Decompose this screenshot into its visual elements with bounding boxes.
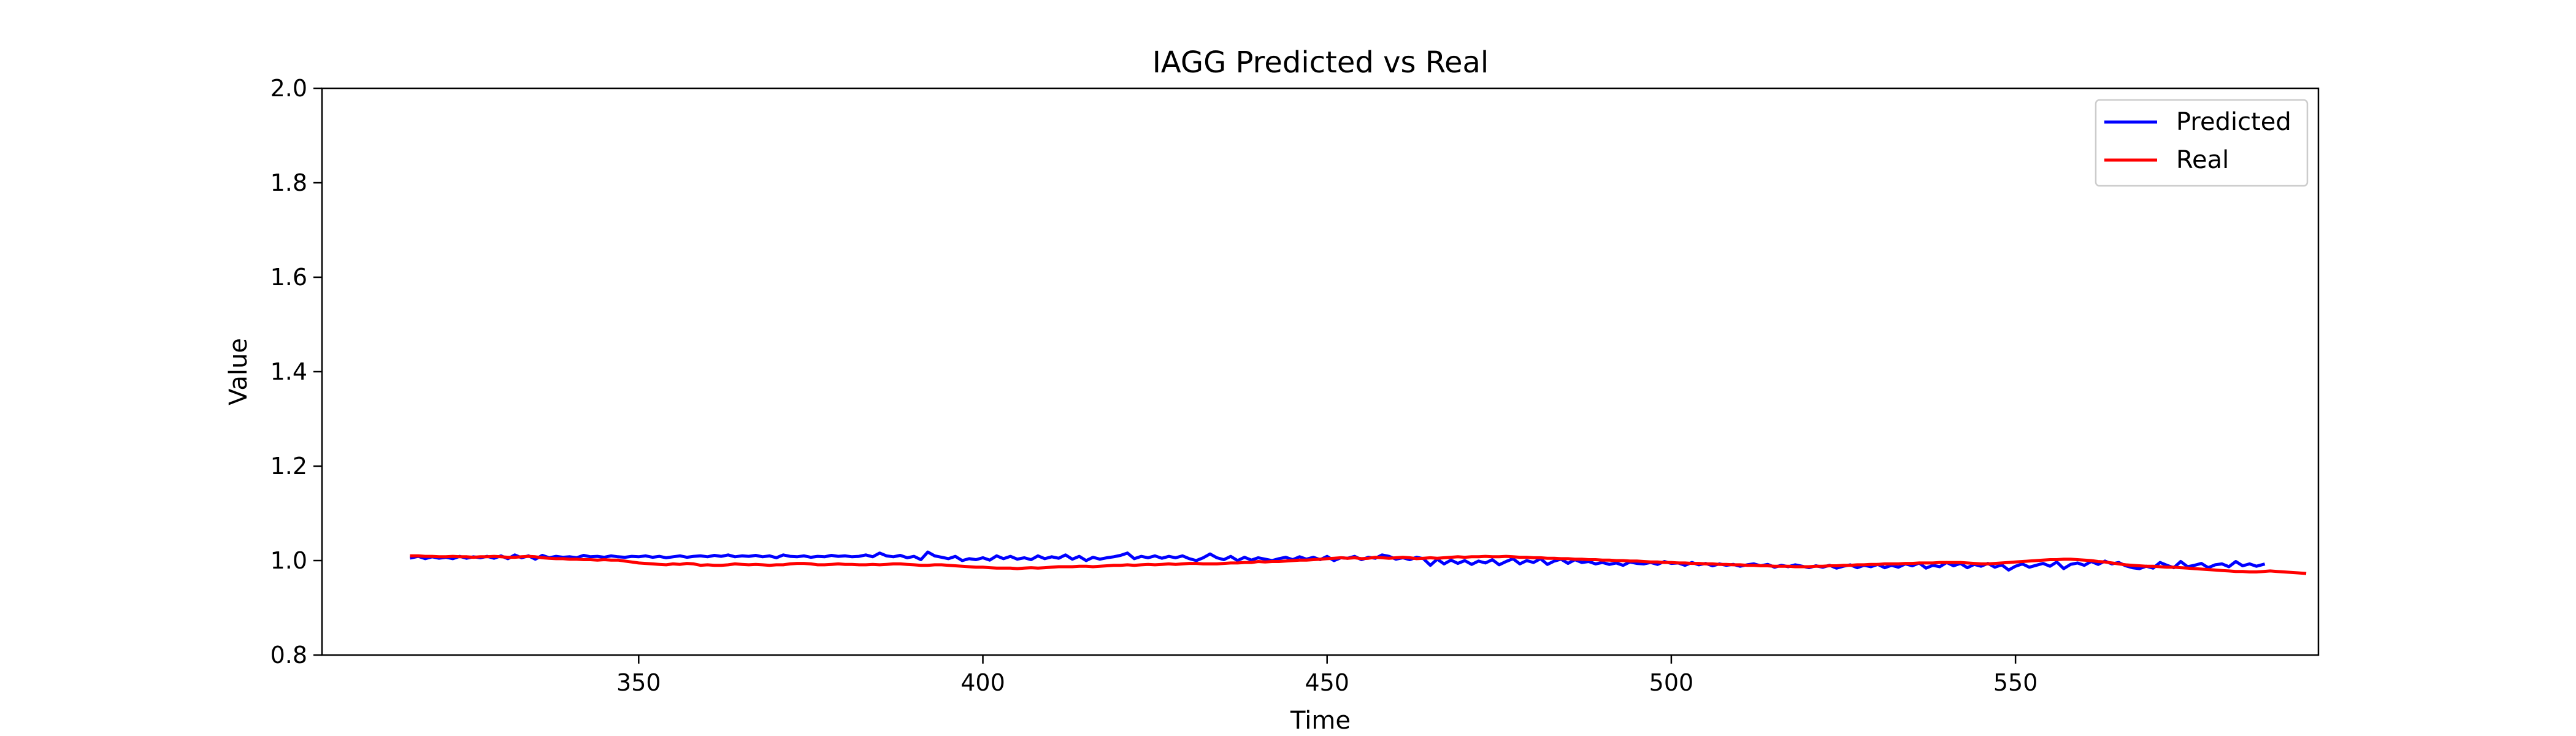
y-tick-label: 1.0 (270, 547, 307, 574)
y-axis: 0.8 1.0 1.2 1.4 1.6 1.8 2.0 (270, 75, 322, 669)
y-tick-label: 1.2 (270, 453, 307, 480)
x-tick-label: 350 (616, 669, 661, 696)
chart-title: IAGG Predicted vs Real (1152, 45, 1489, 80)
y-axis-label: Value (224, 338, 253, 405)
y-tick-label: 1.4 (270, 358, 307, 385)
series-line-real (410, 554, 2307, 575)
y-tick-label: 0.8 (270, 642, 307, 669)
legend: Predicted Real (2095, 99, 2309, 187)
legend-label-real: Real (2176, 146, 2229, 174)
x-axis: 350 400 450 500 550 (616, 655, 2037, 696)
x-tick-label: 500 (1649, 669, 1694, 696)
x-tick-label: 400 (960, 669, 1005, 696)
y-tick-label: 2.0 (270, 75, 307, 102)
x-tick-label: 450 (1305, 669, 1349, 696)
series-layer (409, 550, 2307, 575)
x-axis-label: Time (1290, 707, 1351, 735)
y-tick-label: 1.8 (270, 169, 307, 196)
legend-label-predicted: Predicted (2176, 108, 2291, 136)
x-tick-label: 550 (1993, 669, 2038, 696)
y-tick-label: 1.6 (270, 264, 307, 291)
